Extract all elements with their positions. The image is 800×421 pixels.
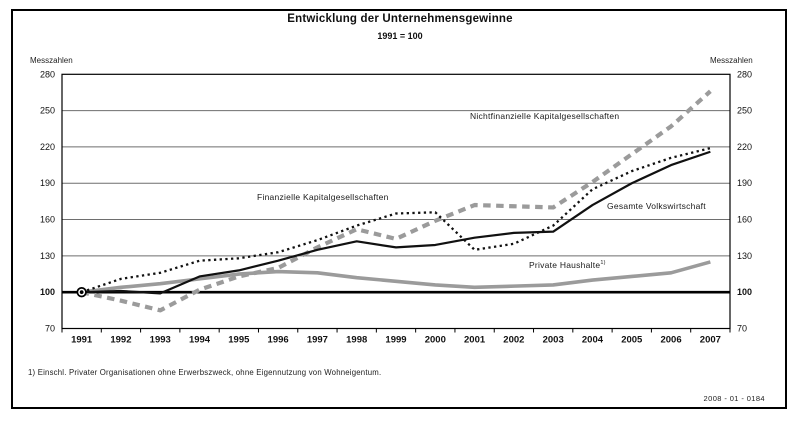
y-tick-label-right: 160	[737, 215, 752, 225]
x-tick-label: 1992	[110, 335, 131, 346]
series-label-private-haushalte: Private Haushalte1)	[529, 260, 606, 270]
x-tick-label: 1999	[385, 335, 406, 346]
y-tick-label-right: 100	[737, 287, 752, 297]
y-tick-label-right: 250	[737, 106, 752, 116]
chart-subtitle: 1991 = 100	[377, 31, 423, 41]
series-label-finanzielle-kapitalgesellschaften: Finanzielle Kapitalgesellschaften	[257, 192, 389, 202]
y-tick-label-right: 220	[737, 142, 752, 152]
x-tick-label: 2003	[543, 335, 564, 346]
x-tick-label: 1991	[71, 335, 93, 346]
series-label-gesamte-volkswirtschaft: Gesamte Volkswirtschaft	[607, 201, 706, 211]
y-tick-label-left: 190	[40, 178, 55, 188]
x-tick-label: 1993	[150, 335, 171, 346]
series-line-nichtfinanzielle-kapitalgesellschaften	[81, 89, 712, 313]
chart-title: Entwicklung der Unternehmensgewinne	[287, 13, 513, 25]
series-label-private-haushalte-text: Private Haushalte	[529, 260, 601, 270]
x-tick-label: 1997	[307, 335, 328, 346]
x-tick-label: 1996	[268, 335, 289, 346]
y-tick-label-left: 100	[40, 287, 55, 297]
y-tick-label-left: 220	[40, 142, 55, 152]
x-tick-label: 2007	[700, 335, 721, 346]
x-tick-label: 2006	[660, 335, 681, 346]
outer-frame	[11, 9, 787, 409]
footnote-marker-superscript: 1)	[600, 260, 606, 267]
y-tick-label-left: 160	[40, 215, 55, 225]
series-line-gesamte-volkswirtschaft	[81, 150, 711, 295]
x-tick-label: 2002	[503, 335, 524, 346]
series-line-private-haushalte	[81, 260, 711, 294]
y-tick-label-left: 70	[45, 324, 55, 334]
series-line-finanzielle-kapitalgesellschaften	[81, 147, 711, 294]
y-axis-unit-label-left: Messzahlen	[30, 56, 73, 65]
y-tick-label-right: 280	[737, 69, 752, 79]
y-tick-label-right: 130	[737, 251, 752, 261]
x-tick-label: 1994	[189, 335, 211, 346]
figure-code: 2008 - 01 - 0184	[703, 394, 765, 403]
y-tick-label-left: 280	[40, 69, 55, 79]
y-tick-label-right: 70	[737, 324, 747, 334]
origin-marker	[79, 290, 84, 295]
y-tick-label-right: 190	[737, 178, 752, 188]
y-axis-unit-label-right: Messzahlen	[710, 56, 753, 65]
x-tick-label: 1995	[228, 335, 250, 346]
series-label-nichtfinanzielle-kapitalgesellschaften: Nichtfinanzielle Kapitalgesellschaften	[470, 111, 620, 121]
x-tick-label: 2000	[425, 335, 446, 346]
y-tick-label-left: 130	[40, 251, 55, 261]
x-tick-label: 2001	[464, 335, 486, 346]
x-tick-label: 1998	[346, 335, 367, 346]
x-tick-label: 2005	[621, 335, 643, 346]
y-tick-label-left: 250	[40, 106, 55, 116]
footnote: 1) Einschl. Privater Organisationen ohne…	[28, 368, 382, 377]
x-tick-label: 2004	[582, 335, 604, 346]
plot-border	[61, 73, 731, 330]
